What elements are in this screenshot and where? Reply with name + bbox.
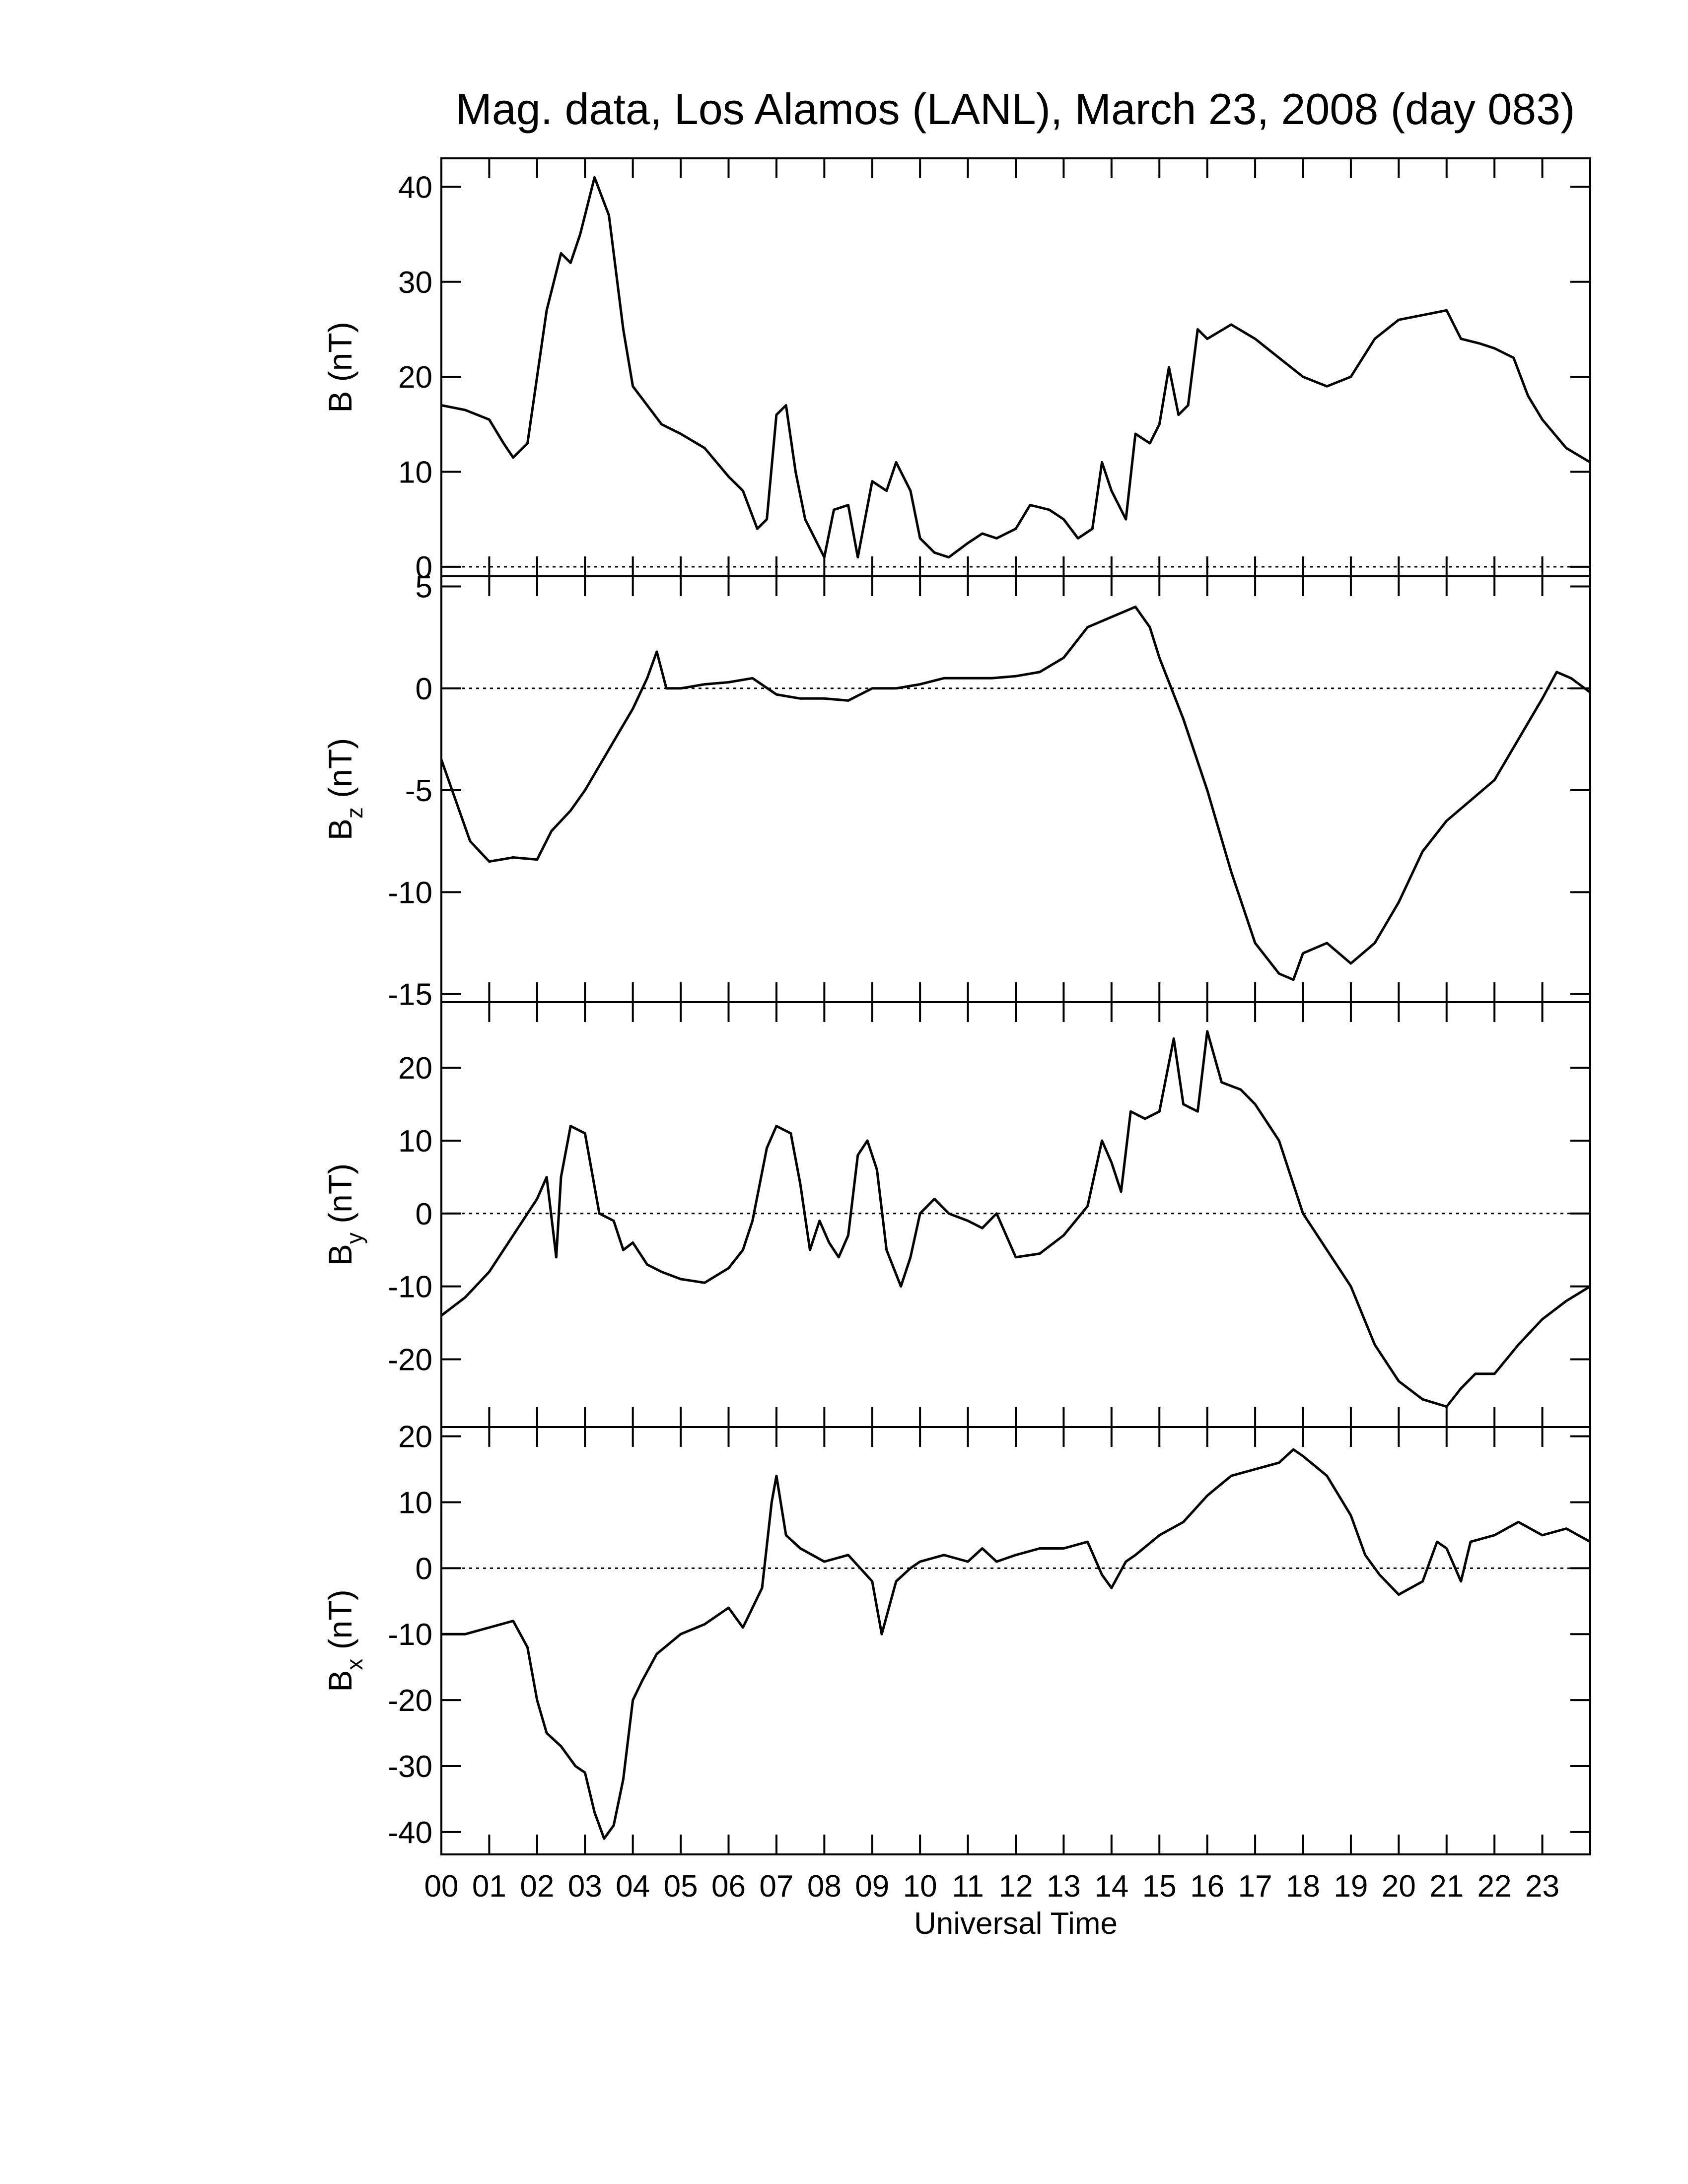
x-tick-label: 10 (903, 1869, 937, 1904)
y-tick-label: -10 (388, 1270, 432, 1304)
y-tick-label: -40 (388, 1816, 432, 1850)
y-tick-label: 10 (398, 1486, 432, 1520)
y-tick-label: 0 (416, 1552, 432, 1586)
panel-frame (440, 157, 1591, 577)
x-tick-label: 19 (1334, 1869, 1368, 1904)
y-axis-label: Bx (nT) (322, 1589, 367, 1692)
x-tick-label: 05 (664, 1869, 698, 1904)
y-tick-label: -30 (388, 1750, 432, 1784)
y-tick-label: -10 (388, 1618, 432, 1652)
x-tick-label: 18 (1286, 1869, 1320, 1904)
x-tick-label: 01 (472, 1869, 506, 1904)
y-tick-label: 0 (416, 1197, 432, 1231)
y-tick-label: 10 (398, 1124, 432, 1159)
x-tick-label: 22 (1477, 1869, 1512, 1904)
x-tick-label: 07 (759, 1869, 793, 1904)
y-tick-label: -20 (388, 1684, 432, 1718)
data-line (441, 176, 1591, 559)
y-label-sub: y (342, 1232, 367, 1244)
y-tick-label: 0 (416, 672, 432, 706)
y-label-sub: z (342, 807, 367, 819)
x-tick-label: 06 (711, 1869, 746, 1904)
panel-frame (440, 1001, 1591, 1428)
y-axis-label: B (nT) (322, 322, 358, 412)
x-tick-label: 21 (1429, 1869, 1464, 1904)
x-tick-label: 20 (1382, 1869, 1416, 1904)
y-label-sub: x (342, 1659, 367, 1670)
y-tick-label: 0 (416, 550, 432, 585)
y-label-main: B (322, 391, 358, 413)
chart-title: Mag. data, Los Alamos (LANL), March 23, … (456, 84, 1575, 134)
x-tick-label: 11 (952, 1869, 984, 1904)
x-tick-label: 12 (999, 1869, 1033, 1904)
panel-frame (440, 1426, 1591, 1855)
y-tick-label: -15 (388, 978, 432, 1012)
x-tick-label: 23 (1525, 1869, 1559, 1904)
y-label-main: B (322, 1244, 358, 1266)
data-line (440, 1030, 1591, 1408)
y-label-unit: (nT) (322, 1163, 358, 1232)
y-tick-label: 20 (398, 1051, 432, 1086)
x-tick-label: 04 (616, 1869, 650, 1904)
y-tick-label: 5 (416, 570, 432, 605)
x-tick-label: 02 (520, 1869, 554, 1904)
y-label-unit: (nT) (322, 322, 358, 391)
y-axis-label: By (nT) (322, 1163, 367, 1266)
x-tick-label: 09 (855, 1869, 889, 1904)
y-label-unit: (nT) (322, 738, 358, 807)
y-tick-label: 20 (398, 360, 432, 395)
y-label-unit: (nT) (322, 1589, 358, 1658)
x-tick-label: 03 (568, 1869, 602, 1904)
y-tick-label: 40 (398, 170, 432, 205)
panel-frame (440, 575, 1591, 1003)
y-tick-label: -10 (388, 876, 432, 910)
y-label-main: B (322, 819, 358, 840)
data-line (440, 606, 1591, 981)
x-tick-label: 13 (1047, 1869, 1081, 1904)
y-tick-label: -5 (405, 774, 432, 808)
y-tick-label: -20 (388, 1343, 432, 1377)
x-axis-label: Universal Time (914, 1907, 1118, 1941)
y-tick-label: 20 (398, 1420, 432, 1454)
x-tick-label: 00 (424, 1869, 459, 1904)
y-tick-label: 30 (398, 266, 432, 300)
x-tick-label: 14 (1094, 1869, 1128, 1904)
x-tick-label: 16 (1190, 1869, 1224, 1904)
x-tick-label: 17 (1238, 1869, 1272, 1904)
y-axis-label: Bz (nT) (322, 738, 367, 840)
x-tick-label: 15 (1142, 1869, 1177, 1904)
y-tick-label: 10 (398, 456, 432, 490)
y-label-main: B (322, 1670, 358, 1692)
data-line (441, 1448, 1591, 1840)
x-tick-label: 08 (807, 1869, 842, 1904)
